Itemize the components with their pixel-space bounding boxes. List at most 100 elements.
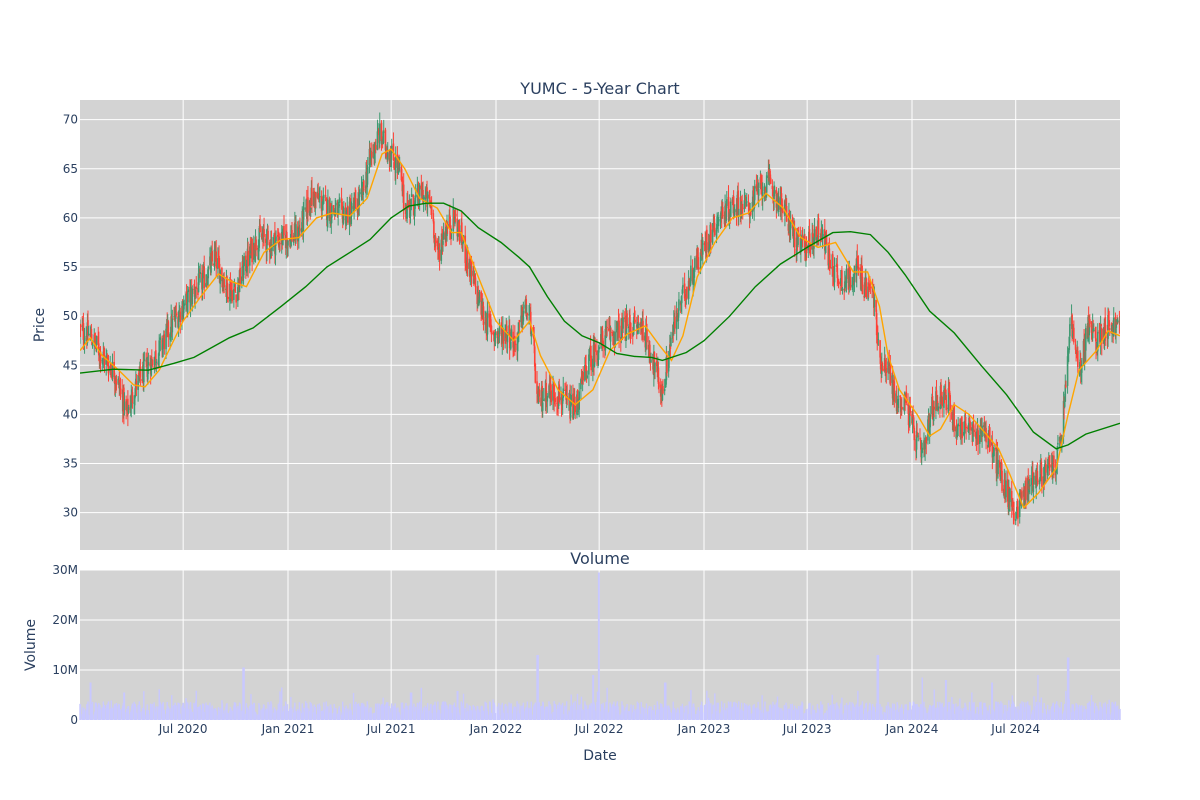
- volume-bar: [1097, 709, 1099, 720]
- volume-bar: [494, 704, 496, 720]
- candle-body: [1032, 471, 1034, 492]
- candle-body: [836, 264, 839, 279]
- candle-body: [314, 193, 317, 209]
- candle-body: [249, 244, 252, 256]
- volume-bar: [118, 704, 121, 720]
- volume-bar: [1001, 703, 1003, 720]
- volume-bar: [809, 702, 811, 720]
- candle-body: [856, 255, 859, 259]
- volume-bar: [797, 705, 800, 720]
- volume-bar: [901, 708, 904, 720]
- date-x-tick: Jul 2023: [782, 722, 832, 736]
- candle-body: [625, 315, 628, 340]
- candle-body: [263, 229, 265, 237]
- candle-body: [936, 401, 939, 408]
- candle-body: [881, 362, 884, 371]
- volume-bar: [395, 708, 397, 720]
- candle-body: [384, 129, 387, 150]
- candle-body: [716, 218, 719, 220]
- candle-body: [249, 246, 251, 266]
- volume-bar: [952, 703, 955, 720]
- candle-body: [390, 152, 392, 168]
- volume-bar: [392, 705, 395, 720]
- candle-body: [632, 332, 635, 335]
- candle-body: [349, 204, 351, 208]
- candle-body: [764, 187, 766, 189]
- candle-body: [302, 208, 305, 232]
- volume-bar: [502, 712, 505, 720]
- candle-body: [1099, 323, 1102, 344]
- candle-body: [1108, 328, 1111, 330]
- candle-body: [718, 218, 720, 222]
- candle-body: [561, 403, 563, 406]
- candle-body: [1059, 439, 1062, 442]
- candle-body: [1100, 328, 1103, 344]
- candle-body: [925, 437, 928, 444]
- volume-bar: [1071, 704, 1073, 720]
- volume-bar: [983, 702, 985, 720]
- volume-bar: [534, 702, 537, 720]
- candle-body: [319, 195, 321, 198]
- candle-body: [945, 395, 947, 411]
- volume-bar: [299, 711, 301, 720]
- candle-body: [405, 206, 407, 219]
- candle-body: [449, 215, 451, 230]
- candle-body: [530, 331, 533, 337]
- candle-body: [271, 244, 273, 251]
- volume-bar: [750, 713, 752, 720]
- candle-body: [769, 177, 772, 184]
- volume-bar: [694, 713, 696, 720]
- candle-body: [636, 324, 639, 327]
- candle-body: [1067, 351, 1069, 360]
- candle-body: [388, 151, 391, 162]
- candle-body: [612, 331, 614, 336]
- candle-body: [279, 243, 281, 245]
- candle-body: [137, 375, 139, 391]
- candle-body: [605, 325, 608, 333]
- candle-body: [193, 289, 195, 290]
- candle-body: [189, 290, 192, 306]
- candle-body: [226, 283, 229, 300]
- volume-bar: [406, 709, 409, 720]
- candle-body: [877, 336, 879, 340]
- candle-body: [492, 332, 495, 336]
- candle-body: [454, 213, 457, 217]
- candle-body: [580, 376, 583, 379]
- volume-bar: [211, 705, 213, 720]
- candle-body: [811, 232, 814, 250]
- candle-body: [593, 343, 596, 367]
- candle-body: [297, 238, 300, 241]
- volume-bar: [1108, 699, 1110, 720]
- candle-body: [1071, 329, 1074, 337]
- candle-body: [1051, 465, 1054, 475]
- volume-bar: [865, 702, 868, 720]
- volume-bar: [730, 701, 732, 720]
- volume-bar: [738, 701, 740, 720]
- candle-body: [107, 358, 109, 367]
- candle-body: [201, 277, 204, 290]
- price-y-tick-labels: 30 35 40 45 50 55 60 65 70: [63, 113, 78, 520]
- candle-body: [320, 196, 323, 212]
- volume-bar: [401, 702, 404, 720]
- candle-body: [837, 279, 840, 284]
- volume-bar: [481, 706, 484, 720]
- volume-bar: [410, 692, 413, 720]
- volume-bar: [243, 667, 245, 720]
- candle-body: [957, 423, 959, 427]
- volume-bar: [670, 712, 672, 720]
- volume-bar: [837, 709, 840, 720]
- candle-body: [298, 229, 301, 233]
- volume-bar: [980, 708, 983, 720]
- candle-body: [765, 175, 768, 193]
- candle-body: [322, 195, 325, 203]
- candle-body: [359, 192, 361, 195]
- volume-bar: [576, 693, 579, 720]
- volume-bar: [947, 702, 950, 720]
- candle-body: [853, 265, 856, 282]
- candle-body: [953, 404, 955, 432]
- candle-body: [1047, 463, 1049, 465]
- volume-bar: [614, 705, 616, 720]
- volume-bar: [295, 710, 297, 720]
- candle-body: [712, 227, 714, 229]
